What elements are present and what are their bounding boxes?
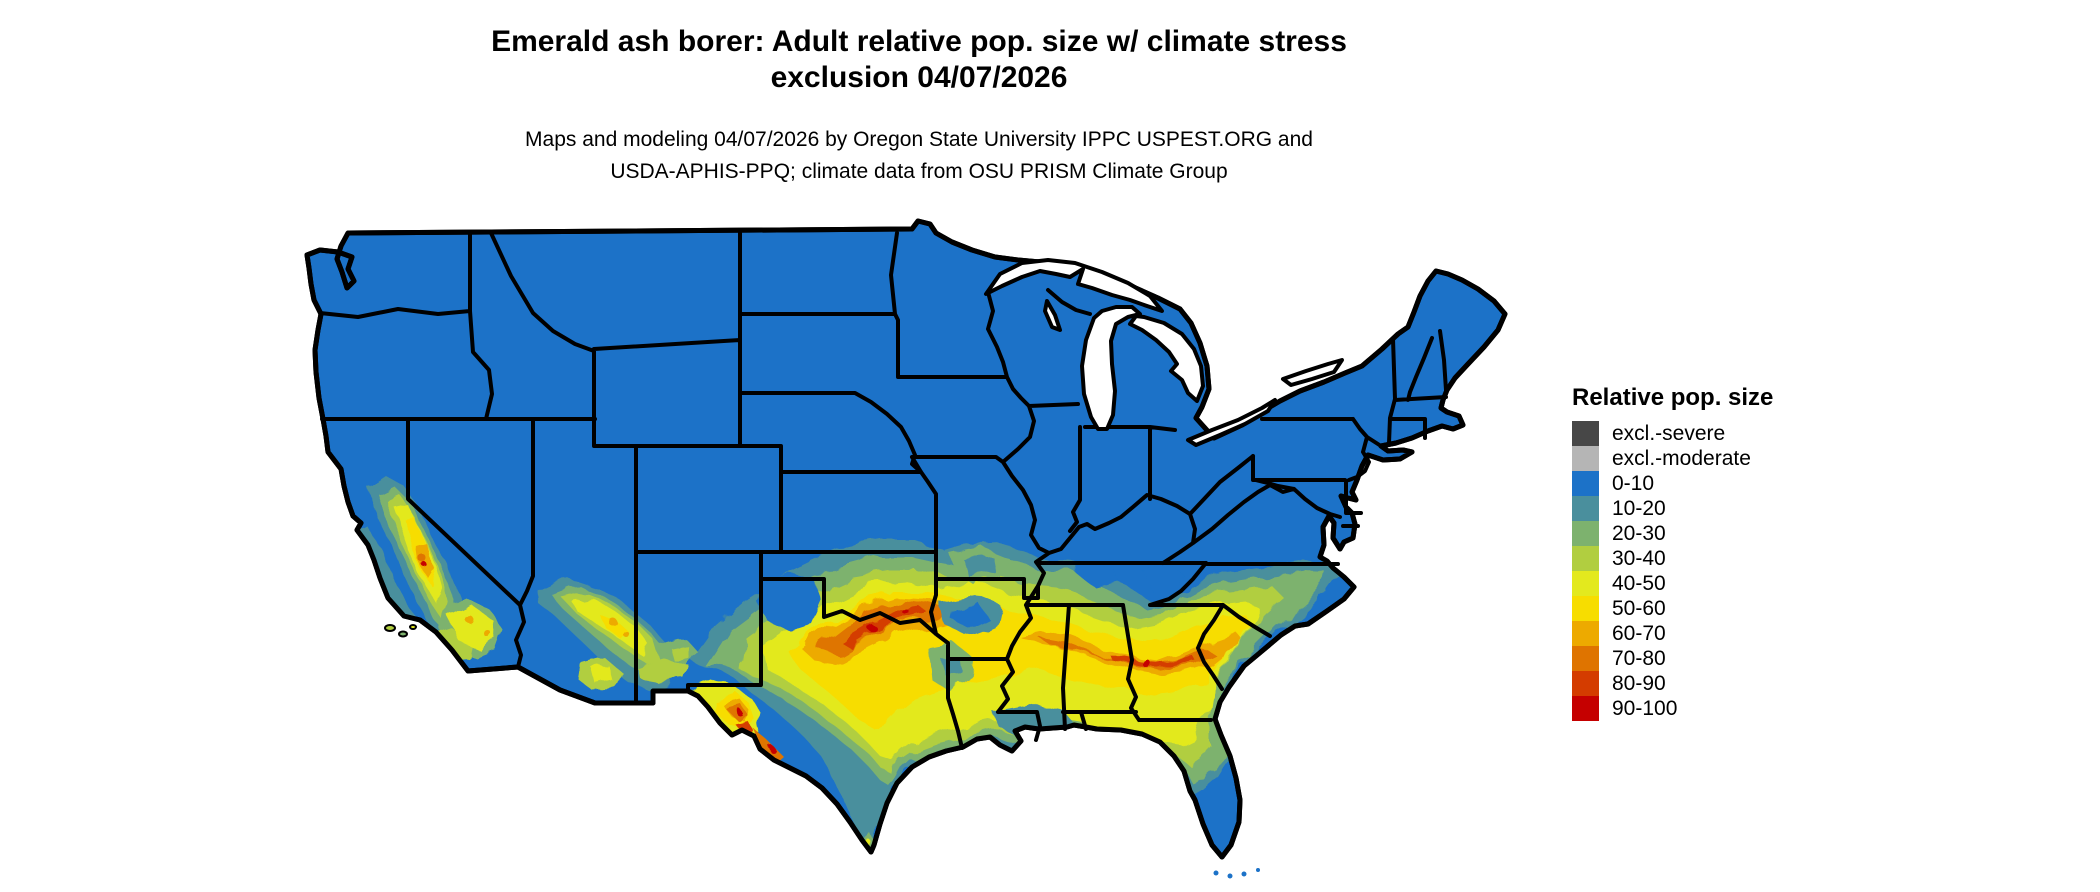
- legend: Relative pop. size excl.-severe excl.-mod…: [1572, 384, 1773, 721]
- legend-swatch: [1572, 571, 1599, 596]
- legend-item: excl.-severe: [1572, 421, 1773, 446]
- raster-blue-midtennessee: [1077, 561, 1118, 587]
- legend-item-label: excl.-severe: [1612, 421, 1726, 445]
- raster-darkorange-bigbend2: [752, 727, 782, 761]
- legend-items: excl.-severe excl.-moderate 0-10 10-20 20-30…: [1572, 421, 1773, 721]
- legend-item: excl.-moderate: [1572, 446, 1773, 471]
- legend-swatch: [1572, 521, 1599, 546]
- florida-key-4: [1256, 868, 1260, 872]
- legend-item: 40-50: [1572, 571, 1773, 596]
- legend-swatch: [1572, 596, 1599, 621]
- raster-yellowgreen-nm: [670, 644, 690, 661]
- green-bay: [1043, 299, 1062, 332]
- map-islands: [384, 624, 417, 638]
- raster-yellow-socal: [450, 606, 496, 650]
- legend-item: 20-30: [1572, 521, 1773, 546]
- raster-darkorange-deepsouth: [1040, 639, 1215, 669]
- legend-item-label: 10-20: [1612, 496, 1666, 520]
- legend-swatch: [1572, 696, 1599, 721]
- map-state-borders: [318, 231, 1448, 750]
- legend-swatch: [1572, 496, 1599, 521]
- raster-red-dot3: [1142, 659, 1150, 667]
- raster-yellowgreen-nm-link: [637, 659, 691, 684]
- legend-item-label: 40-50: [1612, 571, 1666, 595]
- lake-ontario: [1281, 358, 1344, 387]
- raster-orange-az-dot1: [608, 617, 616, 625]
- raster-orange-socal-dot1: [466, 616, 474, 624]
- legend-item-label: 90-100: [1612, 696, 1678, 720]
- legend-item-label: 30-40: [1612, 546, 1666, 570]
- channel-island-3: [409, 624, 417, 630]
- state-border-lines: [318, 231, 1448, 750]
- raster-orange-socal-dot2: [484, 630, 492, 638]
- florida-key-2: [1227, 873, 1233, 879]
- channel-island-2: [398, 630, 408, 638]
- legend-item-label: 50-60: [1612, 596, 1666, 620]
- legend-swatch: [1572, 421, 1599, 446]
- lake-huron: [1128, 314, 1205, 403]
- map-subtitle: Maps and modeling 04/07/2026 by Oregon S…: [0, 124, 1838, 188]
- lake-erie: [1186, 398, 1277, 447]
- channel-island-1: [384, 624, 396, 632]
- legend-item: 90-100: [1572, 696, 1773, 721]
- raster-blue-arkansasvalley: [952, 604, 988, 628]
- raster-blue-appalachia: [1142, 563, 1186, 597]
- raster-red-dot6: [423, 563, 429, 569]
- raster-darkorange-ca-dot: [420, 556, 428, 564]
- raster-redorange-redriver: [840, 607, 928, 647]
- raster-yellow-s-arizona: [591, 664, 611, 683]
- legend-swatch: [1572, 471, 1599, 496]
- raster-red-dot2: [903, 609, 909, 615]
- legend-item-label: 20-30: [1612, 521, 1666, 545]
- us-outline-stroke: [304, 218, 1508, 860]
- legend-swatch: [1572, 546, 1599, 571]
- legend-item: 10-20: [1572, 496, 1773, 521]
- map-title: Emerald ash borer: Adult relative pop. s…: [0, 24, 1838, 96]
- lake-michigan: [1080, 305, 1142, 431]
- raster-gold-arizona: [599, 614, 631, 642]
- florida-key-3: [1241, 871, 1247, 877]
- legend-item-label: 60-70: [1612, 621, 1666, 645]
- legend-swatch: [1572, 621, 1599, 646]
- raster-red-dot4: [737, 710, 743, 716]
- legend-item-label: excl.-moderate: [1612, 446, 1751, 470]
- legend-swatch: [1572, 446, 1599, 471]
- map-florida-keys: [1213, 868, 1260, 879]
- legend-title: Relative pop. size: [1572, 384, 1774, 411]
- raster-teal-ozark: [963, 557, 996, 577]
- raster-blue-panhandle: [756, 574, 822, 631]
- legend-swatch: [1572, 646, 1599, 671]
- florida-key-1: [1213, 870, 1219, 876]
- legend-item: 80-90: [1572, 671, 1773, 696]
- legend-item-label: 0-10: [1612, 471, 1655, 495]
- raster-red-dot1: [868, 624, 876, 632]
- legend-item-label: 70-80: [1612, 646, 1666, 670]
- legend-item: 70-80: [1572, 646, 1773, 671]
- map-outline: [304, 218, 1508, 860]
- legend-item: 50-60: [1572, 596, 1773, 621]
- legend-item: 60-70: [1572, 621, 1773, 646]
- legend-item-label: 80-90: [1612, 671, 1666, 695]
- legend-item: 30-40: [1572, 546, 1773, 571]
- map-title-line2: exclusion 04/07/2026: [770, 61, 1068, 94]
- raster-red-dot5: [767, 744, 773, 750]
- raster-redorange-riogrande: [735, 721, 752, 733]
- map-title-line1: Emerald ash borer: Adult relative pop. s…: [491, 25, 1347, 58]
- raster-teal-ca-coast: [360, 528, 426, 638]
- lake-superior: [984, 258, 1164, 313]
- raster-orange-az-dot2: [626, 634, 632, 640]
- map-subtitle-line1: Maps and modeling 04/07/2026 by Oregon S…: [525, 128, 1313, 151]
- legend-item: 0-10: [1572, 471, 1773, 496]
- map-great-lakes: [984, 258, 1344, 447]
- map-subtitle-line2: USDA-APHIS-PPQ; climate data from OSU PR…: [610, 160, 1228, 183]
- legend-swatch: [1572, 671, 1599, 696]
